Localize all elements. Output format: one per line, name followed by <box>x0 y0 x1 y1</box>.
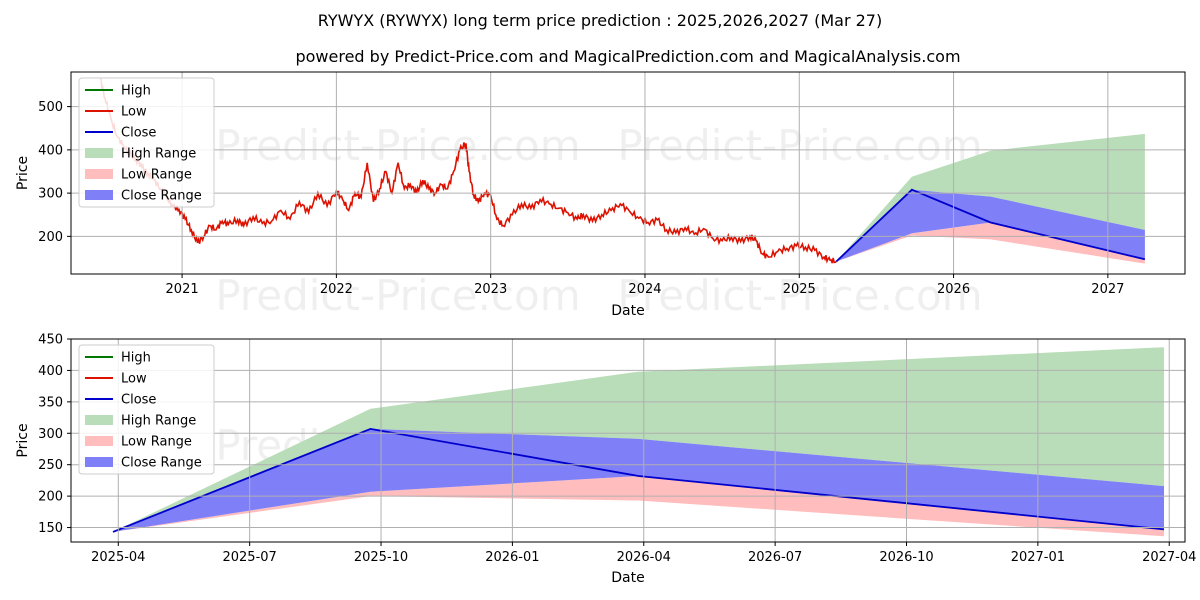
chart-title: RYWYX (RYWYX) long term price prediction… <box>318 11 882 30</box>
axes-frame <box>70 338 1186 543</box>
watermark-text: Predict-Price.com <box>215 271 580 320</box>
watermark-text: Predict-Price.com <box>617 121 982 170</box>
y-tick-label: 400 <box>38 364 63 379</box>
legend-entry: High Range <box>121 414 196 429</box>
legend-swatch-patch <box>85 190 113 200</box>
legend-entry: Close <box>121 393 156 408</box>
long-term-chart: Predict-Price.com Predict-Price.com Predic… <box>15 71 1186 320</box>
legend-entry: Low Range <box>121 435 192 450</box>
legend: High Low Close High Range Low Range Close Ran… <box>78 77 215 208</box>
legend-entry: High Range <box>121 147 196 162</box>
low-range-band <box>113 476 1164 537</box>
legend-swatch-patch <box>85 457 113 467</box>
x-tick-label: 2026-04 <box>617 550 671 565</box>
y-tick-label: 500 <box>38 100 63 115</box>
legend-entry: Low <box>121 372 147 387</box>
legend-entry: Close Range <box>121 189 202 204</box>
y-tick-label: 200 <box>38 490 63 505</box>
x-tick-label: 2023 <box>474 282 507 297</box>
x-tick-label: 2027 <box>1091 282 1124 297</box>
legend-swatch-patch <box>85 415 113 425</box>
chart-subtitle: powered by Predict-Price.com and Magical… <box>295 47 960 66</box>
x-tick-label: 2025 <box>783 282 816 297</box>
legend-entry: Low <box>121 105 147 120</box>
x-tick-label: 2024 <box>628 282 661 297</box>
x-tick-label: 2026-10 <box>879 550 933 565</box>
close-forecast-line <box>835 188 1146 263</box>
legend: High Low Close High Range Low Range Close Ran… <box>78 344 215 475</box>
y-tick-label: 250 <box>38 458 63 473</box>
x-tick-label: 2025-07 <box>222 550 276 565</box>
legend-swatch-patch <box>85 169 113 179</box>
x-tick-label: 2025-04 <box>91 550 145 565</box>
high-range-band <box>113 347 1164 532</box>
x-axis-label: Date <box>611 303 644 319</box>
low-history-line <box>99 78 837 264</box>
y-tick-label: 300 <box>38 187 63 202</box>
x-tick-label: 2027-04 <box>1142 550 1196 565</box>
close-forecast-line <box>112 427 1165 533</box>
forecast-zoom-chart: Predict-Price.comPredict-Price.com2025-0… <box>15 333 1196 587</box>
y-tick-label: 300 <box>38 427 63 442</box>
legend-entry: Low Range <box>121 168 192 183</box>
close-range-band <box>113 428 1164 532</box>
y-tick-label: 200 <box>38 230 63 245</box>
y-tick-label: 150 <box>38 521 63 536</box>
high-range-band <box>836 133 1145 262</box>
y-tick-label: 350 <box>38 395 63 410</box>
legend-swatch-patch <box>85 436 113 446</box>
low-range-band <box>836 222 1145 264</box>
legend-swatch-patch <box>85 148 113 158</box>
x-tick-label: 2027-01 <box>1011 550 1065 565</box>
legend-entry: Close Range <box>121 456 202 471</box>
x-tick-label: 2022 <box>320 282 353 297</box>
x-tick-label: 2026 <box>937 282 970 297</box>
watermark-text: Predict-Price.com <box>617 271 982 320</box>
x-tick-label: 2025-10 <box>354 550 408 565</box>
watermark-text: Predict-Price.com <box>215 121 580 170</box>
x-tick-label: 2021 <box>166 282 199 297</box>
y-axis-label: Price <box>15 423 31 457</box>
legend-entry: Close <box>121 126 156 141</box>
x-tick-label: 2026-07 <box>748 550 802 565</box>
legend-entry: High <box>121 351 151 366</box>
y-tick-label: 450 <box>38 333 63 348</box>
legend-entry: High <box>121 84 151 99</box>
axes-frame <box>70 71 1186 275</box>
x-tick-label: 2026-01 <box>485 550 539 565</box>
y-tick-label: 400 <box>38 143 63 158</box>
x-axis-label: Date <box>611 570 644 586</box>
y-axis-label: Price <box>15 156 31 190</box>
close-range-band <box>836 189 1145 262</box>
